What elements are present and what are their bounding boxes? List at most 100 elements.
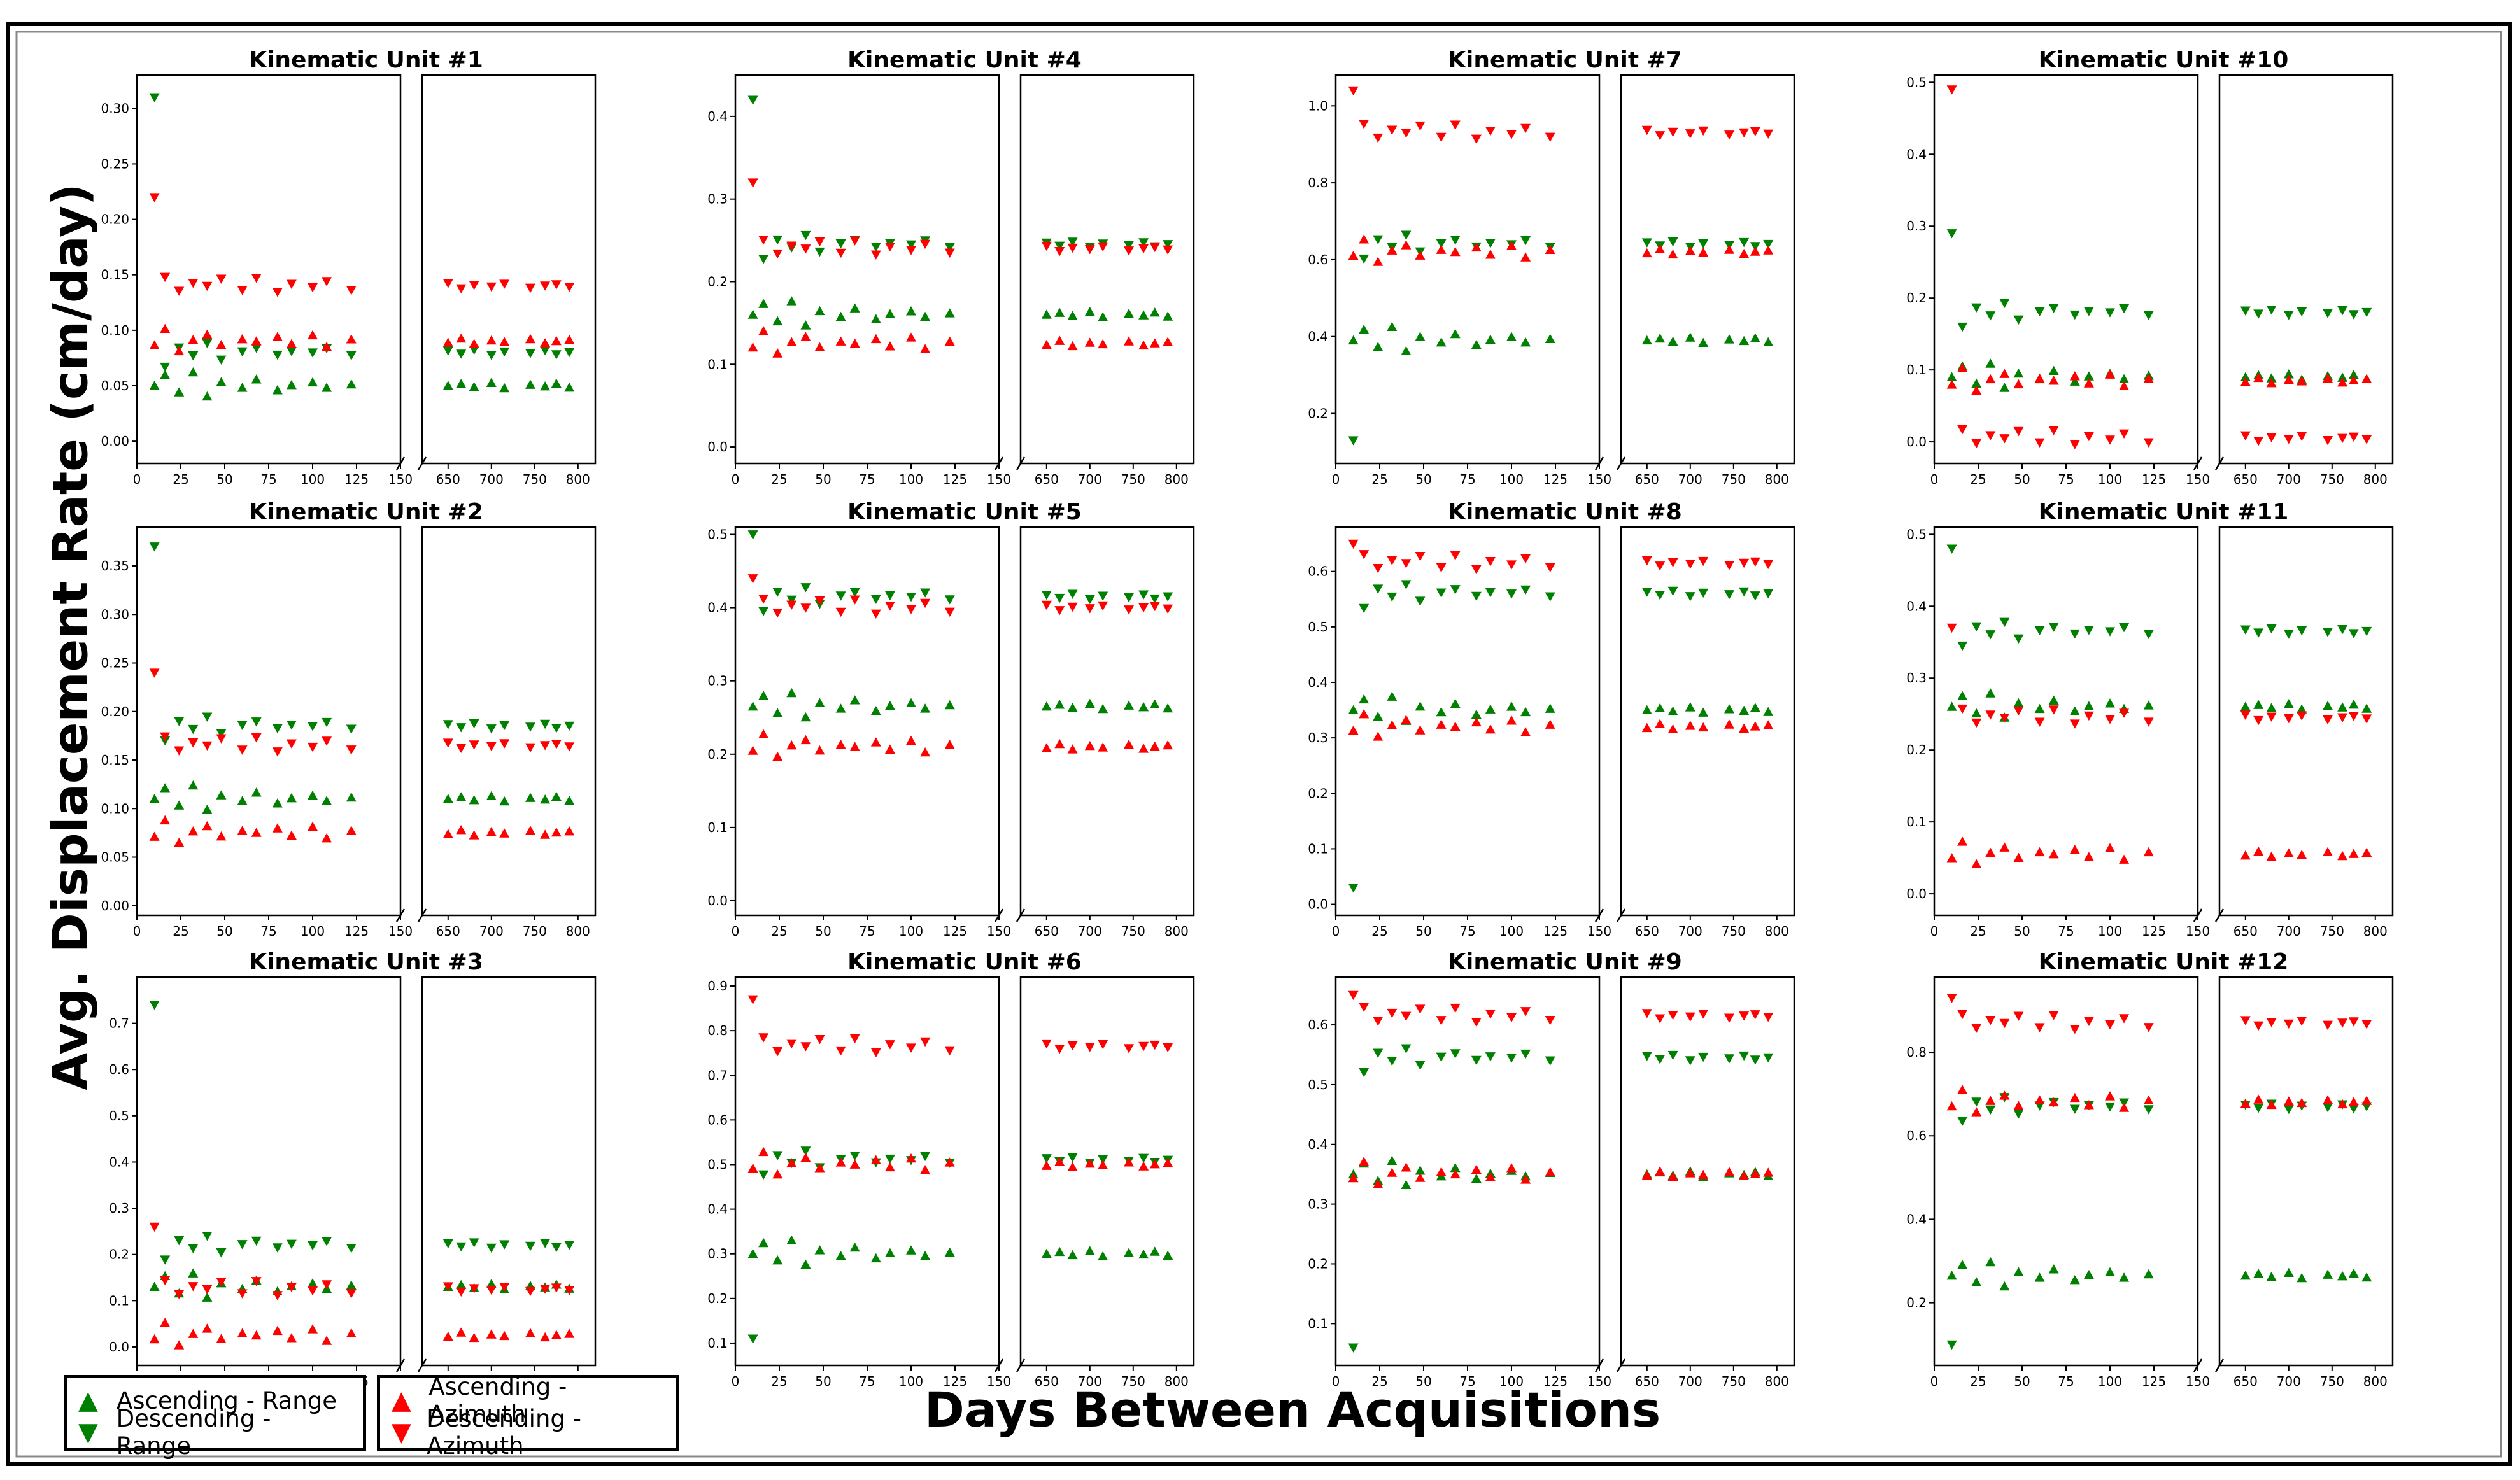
point-descending — [1750, 127, 1760, 137]
point-descending — [2143, 717, 2154, 727]
point-ascending — [1348, 725, 1359, 735]
y-tick-label: 1.0 — [1308, 98, 1328, 113]
plot-frame-left — [734, 526, 1000, 917]
point-ascending — [1724, 334, 1734, 344]
y-tick-label: 0.4 — [1906, 598, 1927, 614]
point-descending — [884, 602, 895, 611]
x-tick-label: 125 — [1543, 1374, 1568, 1389]
point-ascending — [1149, 699, 1160, 708]
point-descending — [1401, 559, 1412, 568]
point-descending — [849, 1152, 860, 1161]
point-descending — [499, 279, 510, 289]
point-ascending — [944, 308, 955, 318]
point-descending — [1999, 713, 2010, 723]
point-descending — [1471, 591, 1482, 602]
point-descending — [944, 607, 955, 617]
y-tick-label: 0.0 — [707, 893, 728, 908]
x-tick-label: 800 — [566, 472, 590, 487]
axis-break-mark — [1016, 456, 1026, 470]
point-ascending — [884, 1248, 895, 1258]
point-ascending — [160, 323, 171, 333]
point-descending — [1520, 1007, 1531, 1017]
point-ascending — [188, 780, 199, 790]
point-ascending — [2323, 1269, 2333, 1279]
plot-frame-right — [1620, 74, 1795, 465]
point-ascending — [1373, 342, 1384, 351]
chart-title: Kinematic Unit #12 — [2039, 949, 2289, 975]
point-descending — [2083, 432, 2094, 442]
point-descending — [1401, 580, 1412, 589]
x-tick-label: 75 — [260, 924, 276, 939]
point-ascending — [2323, 700, 2333, 710]
x-tick-label: 100 — [1499, 1374, 1524, 1389]
point-descending — [1520, 1049, 1531, 1059]
point-ascending — [237, 826, 248, 835]
point-descending — [1054, 241, 1065, 251]
point-descending — [747, 95, 758, 105]
point-descending — [149, 1001, 160, 1010]
point-ascending — [2283, 1096, 2294, 1106]
point-ascending — [486, 826, 497, 836]
point-descending — [540, 346, 551, 356]
point-ascending — [525, 793, 535, 802]
point-descending — [1067, 602, 1078, 612]
point-ascending — [1667, 706, 1678, 715]
x-tick-label: 800 — [1164, 1374, 1189, 1389]
point-descending — [1739, 558, 1750, 568]
y-tick-label: 0.4 — [1906, 1211, 1927, 1227]
point-ascending — [772, 751, 783, 761]
point-ascending — [442, 829, 453, 838]
point-descending — [2034, 438, 2045, 448]
x-tick-label: 700 — [1678, 924, 1702, 939]
x-tick-label: 750 — [1121, 1374, 1145, 1389]
x-tick-label: 750 — [2320, 924, 2344, 939]
point-descending — [2266, 433, 2277, 442]
point-ascending — [1999, 369, 2010, 378]
point-descending — [1724, 1013, 1734, 1023]
point-ascending — [2297, 376, 2307, 386]
point-ascending — [2240, 850, 2251, 860]
x-tick-label: 100 — [1499, 472, 1524, 487]
point-descending — [272, 350, 283, 360]
point-descending — [2266, 624, 2277, 634]
point-descending — [346, 745, 357, 755]
point-descending — [1436, 239, 1447, 249]
y-tick-label: 0.7 — [109, 1016, 129, 1031]
point-ascending — [906, 735, 916, 745]
point-descending — [1724, 561, 1734, 570]
point-ascending — [1067, 1162, 1078, 1171]
x-tick-label: 75 — [1459, 472, 1475, 487]
point-ascending — [1387, 1167, 1398, 1177]
plot-frame-left — [1933, 976, 2199, 1367]
point-descending — [1763, 1053, 1774, 1063]
point-descending — [499, 347, 510, 357]
point-descending — [2253, 715, 2264, 726]
x-tick-label: 750 — [1722, 1374, 1746, 1389]
point-ascending — [272, 332, 283, 341]
point-descending — [1067, 243, 1078, 253]
x-tick-label: 700 — [2277, 924, 2301, 939]
point-ascending — [1985, 1257, 1996, 1267]
point-descending — [1138, 244, 1149, 254]
point-ascending — [1067, 1250, 1078, 1260]
point-descending — [2013, 426, 2024, 437]
point-descending — [174, 1236, 185, 1246]
point-descending — [188, 724, 199, 735]
point-descending — [286, 739, 297, 749]
point-descending — [486, 1243, 497, 1253]
axis-break-mark — [1616, 1358, 1626, 1372]
point-ascending — [2297, 849, 2307, 859]
point-descending — [251, 1277, 262, 1286]
point-ascending — [216, 1334, 227, 1343]
point-ascending — [2048, 1097, 2059, 1107]
y-tick-label: 0.1 — [1906, 362, 1927, 377]
point-descending — [1957, 1010, 1968, 1020]
point-ascending — [944, 740, 955, 749]
point-ascending — [2083, 1100, 2094, 1110]
point-ascending — [2013, 1101, 2024, 1110]
point-ascending — [1387, 321, 1398, 332]
point-ascending — [2337, 1099, 2348, 1109]
point-descending — [2253, 436, 2264, 446]
x-tick-label: 800 — [566, 924, 590, 939]
point-descending — [2323, 1103, 2333, 1113]
